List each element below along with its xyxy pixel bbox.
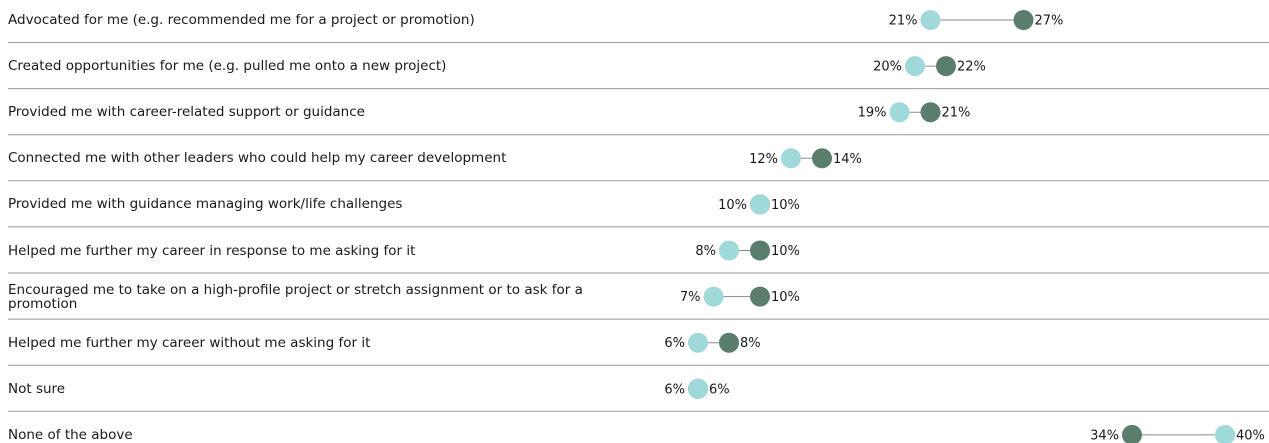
category-label-wrap: Helped me further my career in response … xyxy=(8,235,648,267)
category-label-wrap: Provided me with career-related support … xyxy=(8,96,648,128)
point xyxy=(905,56,925,77)
category-label: Not sure xyxy=(8,380,66,397)
value-label: 12% xyxy=(749,152,778,167)
category-label: Created opportunities for me (e.g. pulle… xyxy=(8,58,447,75)
value-label: 6% xyxy=(709,382,730,397)
value-label: 34% xyxy=(1090,428,1119,443)
point xyxy=(719,240,739,261)
value-label: 10% xyxy=(718,198,747,213)
value-label: 8% xyxy=(695,244,716,259)
category-label-box: Helped me further my career without me a… xyxy=(8,327,648,359)
category-label: Advocated for me (e.g. recommended me fo… xyxy=(8,12,475,28)
value-label: 21% xyxy=(889,14,918,29)
category-label-wrap: Connected me with other leaders who coul… xyxy=(8,142,648,174)
category-label-wrap: Provided me with guidance managing work/… xyxy=(8,188,648,220)
point xyxy=(889,102,910,123)
category-label: Connected me with other leaders who coul… xyxy=(8,150,507,167)
category-label-box: Provided me with guidance managing work/… xyxy=(8,188,648,220)
category-label-box: None of the above xyxy=(8,419,648,443)
category-label-box: Connected me with other leaders who coul… xyxy=(8,142,648,174)
value-label: 10% xyxy=(771,290,800,305)
category-label: Helped me further my career in response … xyxy=(8,242,416,259)
point xyxy=(688,378,708,399)
point xyxy=(1215,424,1235,443)
category-label-box: Created opportunities for me (e.g. pulle… xyxy=(8,50,648,82)
category-label-box: Not sure xyxy=(8,373,648,405)
value-label: 14% xyxy=(833,152,862,167)
value-label: 22% xyxy=(957,60,986,75)
point xyxy=(812,148,832,169)
value-label: 10% xyxy=(771,244,800,259)
value-label: 10% xyxy=(771,198,800,213)
point xyxy=(750,286,770,307)
category-label-wrap: Created opportunities for me (e.g. pulle… xyxy=(8,50,648,82)
point xyxy=(750,194,770,215)
category-label-box: Encouraged me to take on a high-profile … xyxy=(8,281,648,313)
category-label: Encouraged me to take on a high-profile … xyxy=(8,281,583,312)
category-label-box: Advocated for me (e.g. recommended me fo… xyxy=(8,4,648,36)
point xyxy=(920,10,941,30)
point xyxy=(703,286,724,307)
point xyxy=(920,102,941,123)
category-label: Helped me further my career without me a… xyxy=(8,334,371,351)
point xyxy=(1013,10,1034,30)
point xyxy=(1122,424,1142,443)
category-label: Provided me with guidance managing work/… xyxy=(8,196,403,213)
category-label-box: Helped me further my career in response … xyxy=(8,235,648,267)
value-label: 20% xyxy=(873,60,902,75)
value-label: 21% xyxy=(942,106,971,121)
value-label: 27% xyxy=(1035,14,1064,29)
point xyxy=(781,148,801,169)
value-label: 7% xyxy=(680,290,701,305)
category-label-wrap: Helped me further my career without me a… xyxy=(8,327,648,359)
point xyxy=(750,240,770,261)
value-label: 19% xyxy=(858,106,887,121)
category-label-wrap: None of the above xyxy=(8,419,648,443)
category-label: None of the above xyxy=(8,426,133,443)
category-label-wrap: Not sure xyxy=(8,373,648,405)
category-label-box: Provided me with career-related support … xyxy=(8,96,648,128)
point xyxy=(936,56,956,77)
value-label: 40% xyxy=(1236,428,1265,443)
category-label-wrap: Encouraged me to take on a high-profile … xyxy=(8,281,648,313)
value-label: 8% xyxy=(740,336,761,351)
point xyxy=(688,332,708,353)
value-label: 6% xyxy=(664,382,685,397)
value-label: 6% xyxy=(664,336,685,351)
point xyxy=(719,332,739,353)
category-label-wrap: Advocated for me (e.g. recommended me fo… xyxy=(8,4,648,36)
category-label: Provided me with career-related support … xyxy=(8,104,365,121)
